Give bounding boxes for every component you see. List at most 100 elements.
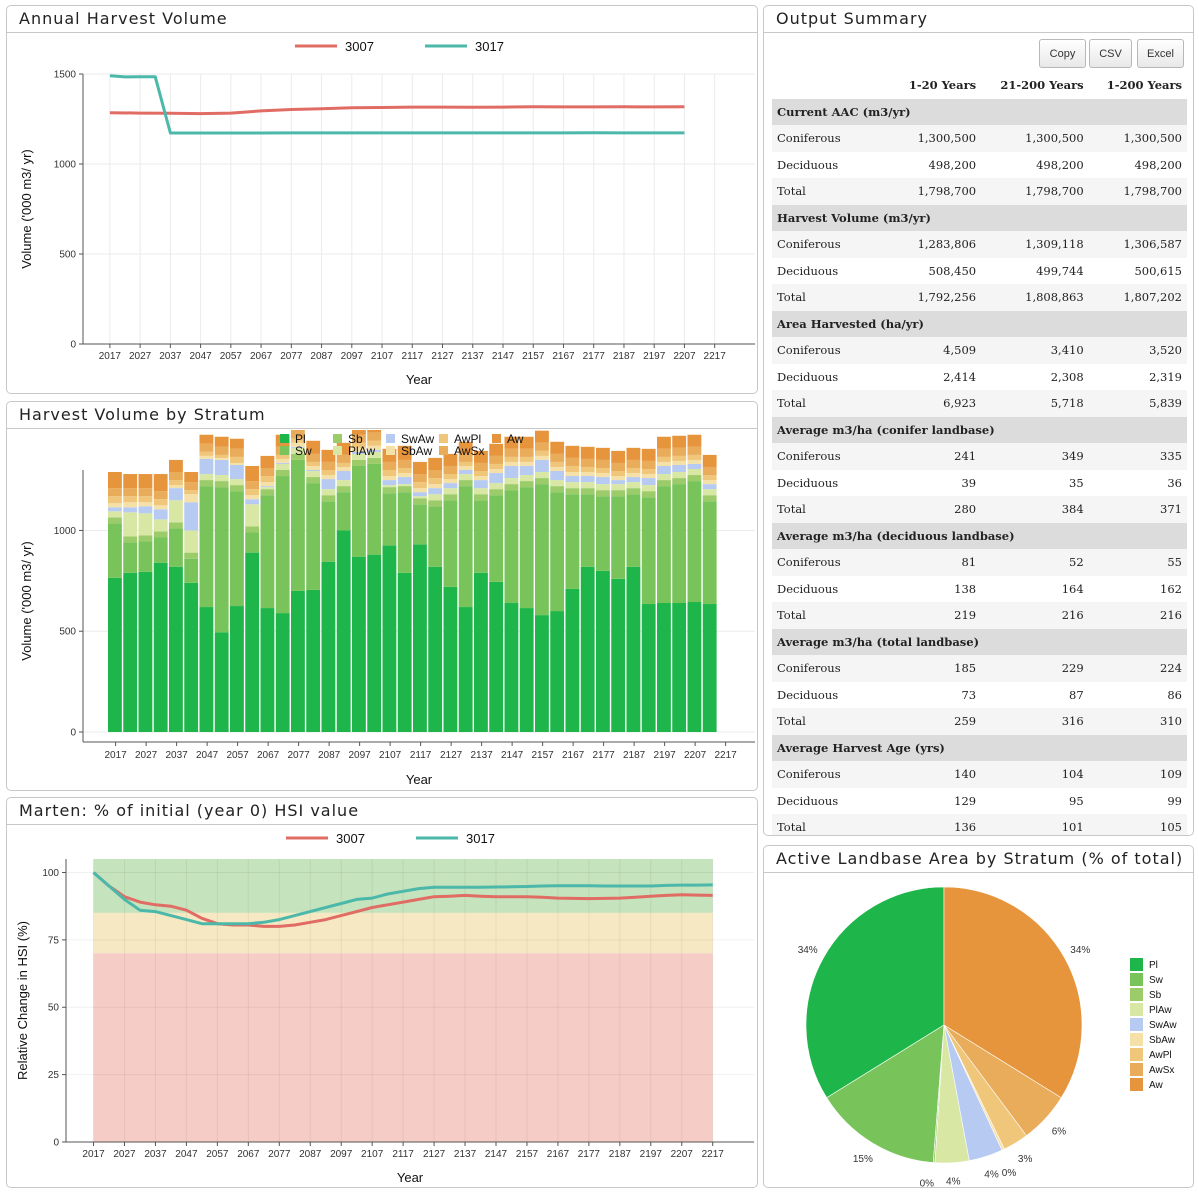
table-row: Total 1,798,700 1,798,700 1,798,700 [772, 178, 1187, 205]
bar-Sw [397, 492, 412, 573]
table-row: Coniferous 140 104 109 [772, 761, 1187, 788]
bar-Sw [214, 487, 229, 633]
table-cell: 216 [981, 602, 1089, 629]
table-cell: 216 [1088, 602, 1187, 629]
table-cell: 101 [981, 814, 1089, 835]
bar-PlAw [428, 494, 443, 501]
x-tick-label: 2127 [423, 1149, 446, 1160]
bar-SwAw [687, 463, 702, 469]
table-cell: 498,200 [892, 151, 982, 178]
panel-divider [7, 32, 757, 33]
bar-AwPl [489, 463, 504, 469]
bar-AwSx [657, 448, 671, 457]
band-fair [93, 912, 713, 954]
legend-label: SbAw [401, 444, 432, 458]
bar-PlAw [108, 511, 122, 518]
row-label: Coniferous [772, 761, 892, 788]
bar-Aw [321, 449, 336, 462]
bar-SwAw [397, 477, 412, 485]
x-tick-label: 2067 [250, 351, 273, 362]
bar-SbAw [458, 465, 473, 470]
y-tick-label: 500 [59, 250, 76, 261]
bar-AwSx [199, 443, 214, 452]
bar-SwAw [535, 459, 549, 473]
bar-SwAw [214, 459, 229, 476]
stratum-volume-panel: Harvest Volume by Stratum 2017 2027 2037 20… [6, 401, 758, 791]
table-row: Total 280 384 371 [772, 496, 1187, 523]
bar-PlAw [626, 482, 641, 489]
bar-AwSx [580, 458, 595, 467]
bar-PlAw [596, 484, 610, 491]
copy-button[interactable]: Copy [1039, 39, 1086, 68]
table-row: Deciduous 498,200 498,200 498,200 [772, 151, 1187, 178]
bar-SbAw [108, 503, 122, 508]
legend-label: Aw [507, 432, 524, 446]
bar-PlAw [321, 489, 336, 496]
bar-SbAw [443, 479, 458, 484]
bar-Sb [184, 552, 199, 559]
bar-AwPl [291, 438, 305, 443]
bar-Pl [321, 561, 336, 732]
bar-Sb [504, 484, 519, 491]
x-tick-label: 2207 [671, 1149, 694, 1160]
x-tick-label: 2127 [431, 351, 454, 362]
table-cell: 1,306,587 [1088, 231, 1187, 258]
table-cell: 1,798,700 [1088, 178, 1187, 205]
bar-AwSx [687, 446, 702, 455]
excel-button[interactable]: Excel [1137, 39, 1184, 68]
bar-Sw [245, 532, 260, 553]
bar-Sb [672, 478, 687, 485]
legend-label: Aw [1149, 1080, 1163, 1091]
bar-PlAw [489, 483, 504, 490]
table-section-row: Average m3/ha (conifer landbase) [772, 416, 1187, 443]
series-line-3017 [109, 74, 685, 135]
table-cell: 2,308 [981, 363, 1089, 390]
section-title: Average m3/ha (total landbase) [772, 628, 1187, 655]
table-cell: 138 [892, 575, 982, 602]
row-label: Deciduous [772, 257, 892, 284]
bar-PlAw [550, 480, 565, 487]
bar-AwPl [352, 442, 366, 448]
x-tick-label: 2187 [613, 351, 636, 362]
table-cell: 259 [892, 708, 982, 735]
bar-SbAw [504, 461, 519, 466]
legend-swatch [1130, 1063, 1143, 1076]
bar-Sb [260, 489, 275, 496]
y-tick-label: 25 [48, 1070, 60, 1081]
bar-Sw [702, 501, 717, 605]
series-line-3017 [92, 871, 713, 926]
pie-label: 15% [853, 1154, 873, 1165]
table-row: Coniferous 81 52 55 [772, 549, 1187, 576]
row-label: Coniferous [772, 231, 892, 258]
table-cell: 1,300,500 [1088, 125, 1187, 152]
legend-label: SwAw [401, 432, 434, 446]
bar-Aw [108, 472, 122, 489]
row-label: Deciduous [772, 575, 892, 602]
y-tick-label: 0 [70, 728, 76, 739]
csv-button[interactable]: CSV [1089, 39, 1132, 68]
bar-SbAw [687, 459, 702, 464]
bar-SbAw [413, 488, 427, 493]
bar-SwAw [565, 476, 580, 483]
bar-Sb [458, 480, 473, 487]
bar-SbAw [611, 476, 626, 481]
x-tick-label: 2197 [640, 1149, 663, 1160]
bar-Sb [352, 459, 366, 466]
x-tick-label: 2017 [82, 1149, 105, 1160]
bar-SbAw [275, 458, 290, 463]
table-cell: 39 [892, 469, 982, 496]
table-cell: 241 [892, 443, 982, 470]
x-tick-label: 2057 [227, 750, 250, 761]
legend-swatch [333, 434, 342, 443]
bar-Pl [641, 604, 656, 732]
bar-PlAw [580, 482, 595, 489]
bar-AwPl [672, 455, 687, 461]
bar-Sb [519, 481, 534, 488]
pie-label: 0% [920, 1179, 935, 1187]
bar-SbAw [321, 475, 336, 480]
bar-Sw [169, 528, 183, 567]
bar-Pl [443, 586, 458, 732]
bar-Pl [260, 608, 275, 732]
x-tick-label: 2047 [196, 750, 219, 761]
bar-SbAw [169, 485, 183, 489]
